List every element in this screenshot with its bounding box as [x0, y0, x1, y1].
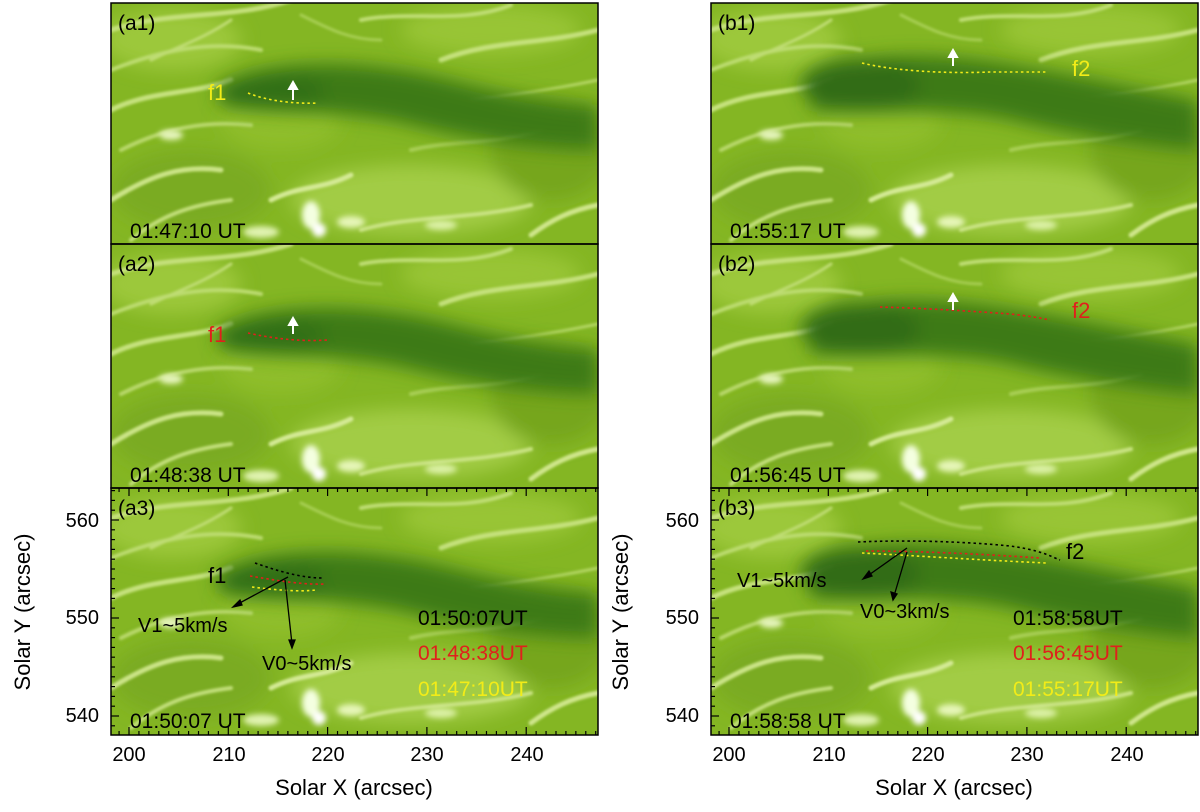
arrow-up-icon-a2 — [287, 315, 299, 334]
timestamp-b3: 01:58:58 UT — [730, 710, 846, 733]
panel-label-b3: (b3) — [718, 497, 755, 520]
trace-b3-black — [857, 540, 1061, 561]
trace-b3-red — [865, 550, 1041, 559]
x-tick-a-240: 240 — [510, 744, 543, 766]
v1-arrow-a3 — [230, 576, 289, 609]
trace-a3-black — [254, 562, 323, 579]
trace-a3-red — [249, 575, 327, 585]
panel-a3-frame — [110, 487, 599, 736]
legend-a3-yellow: 01:47:10UT — [418, 678, 528, 701]
trace-b3-yellow — [861, 552, 1047, 564]
y-axis-label-a: Solar Y (arcsec) — [10, 534, 35, 691]
panel-a2-image — [101, 244, 611, 491]
x-tick-a-210: 210 — [212, 744, 245, 766]
y-tick-a-550: 550 — [66, 607, 99, 629]
filament-label-a3: f1 — [208, 563, 226, 588]
legend-a3-black: 01:50:07UT — [418, 607, 528, 630]
filament-label-b2: f2 — [1072, 298, 1090, 323]
legend-a3-red: 01:48:38UT — [418, 642, 528, 665]
panel-label-a3: (a3) — [118, 497, 155, 520]
x-tick-b-210: 210 — [812, 744, 845, 766]
arrow-up-icon-b1 — [947, 47, 959, 66]
legend-b3-yellow: 01:55:17UT — [1013, 678, 1123, 701]
x-tick-b-220: 220 — [911, 744, 944, 766]
x-tick-b-230: 230 — [1010, 744, 1043, 766]
panel-a3-image — [101, 488, 611, 735]
v0-arrow-a3 — [284, 579, 296, 650]
v1-arrow-b3 — [861, 547, 908, 581]
timestamp-a1: 01:47:10 UT — [130, 220, 246, 243]
panel-b2-image — [701, 244, 1200, 491]
velocity-v1-a3: V1~5km/s — [138, 615, 227, 637]
panel-b3-frame — [710, 487, 1199, 736]
panel-a1-image — [101, 0, 611, 247]
v0-arrow-b3 — [890, 551, 908, 602]
y-tick-a-540: 540 — [66, 705, 99, 727]
filament-label-a1: f1 — [208, 80, 226, 105]
timestamp-b1: 01:55:17 UT — [730, 220, 846, 243]
x-tick-a-200: 200 — [112, 744, 145, 766]
trace-a2-red — [247, 332, 329, 342]
x-axis-label-b: Solar X (arcsec) — [875, 775, 1033, 800]
legend-b3-red: 01:56:45UT — [1013, 642, 1123, 665]
panel-label-a1: (a1) — [118, 12, 155, 35]
y-tick-b-560: 560 — [666, 510, 699, 532]
panel-label-a2: (a2) — [118, 253, 155, 276]
x-tick-a-230: 230 — [410, 744, 443, 766]
velocity-v0-a3: V0~5km/s — [262, 653, 351, 675]
timestamp-a2: 01:48:38 UT — [130, 464, 246, 487]
panel-label-b2: (b2) — [718, 253, 755, 276]
panel-b3-image — [701, 488, 1200, 735]
legend-b3-black: 01:58:58UT — [1013, 607, 1123, 630]
x-tick-b-200: 200 — [712, 744, 745, 766]
axis-ticks — [111, 488, 1197, 735]
filament-label-a2: f1 — [208, 322, 226, 347]
timestamp-a3: 01:50:07 UT — [130, 710, 246, 733]
panel-label-b1: (b1) — [718, 12, 755, 35]
filament-label-b1: f2 — [1072, 56, 1090, 81]
y-axis-label-b: Solar Y (arcsec) — [608, 534, 633, 691]
arrow-up-icon-b2 — [947, 291, 959, 310]
y-tick-b-550: 550 — [666, 607, 699, 629]
trace-a1-yellow — [247, 92, 319, 105]
velocity-v1-b3: V1~5km/s — [737, 570, 826, 592]
y-tick-b-540: 540 — [666, 705, 699, 727]
arrow-up-icon-a1 — [287, 79, 299, 100]
y-tick-a-560: 560 — [66, 510, 99, 532]
velocity-v0-b3: V0~3km/s — [860, 601, 949, 623]
x-tick-a-220: 220 — [311, 744, 344, 766]
timestamp-b2: 01:56:45 UT — [730, 464, 846, 487]
trace-b1-yellow — [861, 62, 1046, 74]
x-axis-label-a: Solar X (arcsec) — [275, 775, 433, 800]
x-tick-b-240: 240 — [1110, 744, 1143, 766]
panel-b1-image — [701, 0, 1200, 247]
filament-label-b3: f2 — [1066, 539, 1084, 564]
